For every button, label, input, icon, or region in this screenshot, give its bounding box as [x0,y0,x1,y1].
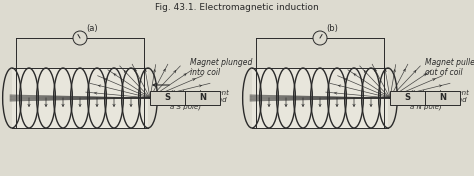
Circle shape [73,31,87,45]
Text: Magnet plunged
into coil: Magnet plunged into coil [190,58,252,77]
Text: S: S [164,93,171,102]
Bar [150,91,220,105]
Text: (b): (b) [326,24,338,33]
Text: Magnet pulled
out of coil: Magnet pulled out of coil [425,58,474,77]
Bar [12,68,148,128]
Text: Fig. 43.1. Electromagnetic induction: Fig. 43.1. Electromagnetic induction [155,4,319,12]
Text: N: N [439,93,446,102]
Circle shape [313,31,327,45]
Text: N: N [199,93,206,102]
Text: S: S [404,93,410,102]
Bar [390,91,460,105]
Text: (Induced current
makes near end
a S pole): (Induced current makes near end a S pole… [170,89,229,110]
Text: (Induced current
makes near end
a N pole): (Induced current makes near end a N pole… [410,89,469,110]
Bar [252,68,388,128]
Text: (a): (a) [86,24,98,33]
